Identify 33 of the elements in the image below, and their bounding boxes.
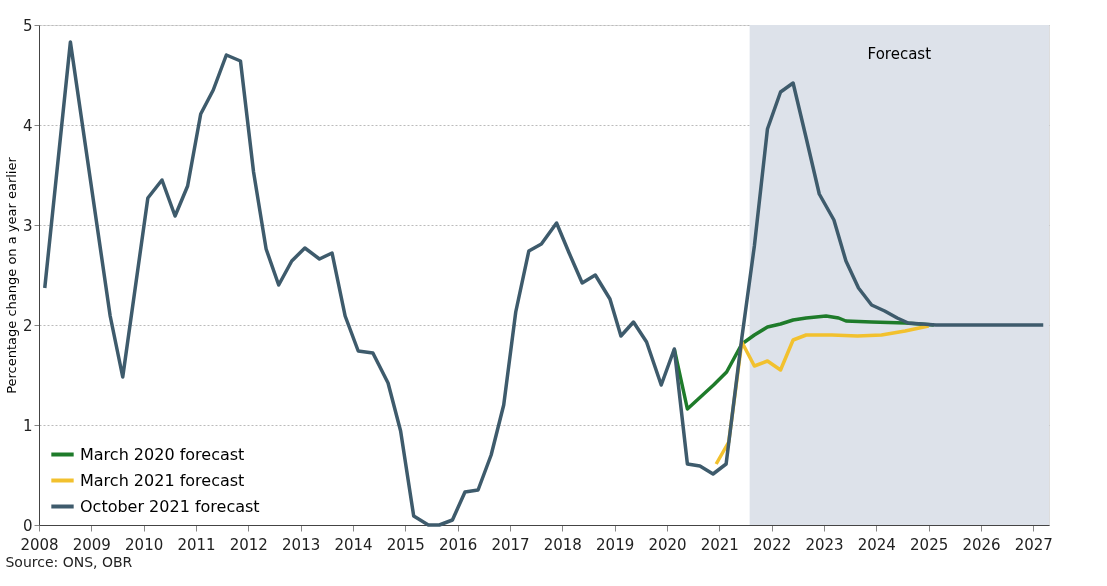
x-tick-label: 2027 — [1014, 535, 1053, 554]
x-tick-label: 2010 — [125, 535, 164, 554]
source-note: Source: ONS, OBR — [5, 554, 133, 570]
y-axis-title: Percentage change on a year earlier — [3, 156, 19, 394]
x-tick-label: 2026 — [962, 535, 1001, 554]
x-tick-label: 2013 — [282, 535, 321, 554]
y-tick-label: 3 — [22, 216, 33, 235]
legend-label: March 2020 forecast — [80, 444, 245, 464]
x-tick-label: 2014 — [334, 535, 373, 554]
line-series — [43, 40, 1045, 527]
x-tick-label: 2019 — [596, 535, 635, 554]
legend-label: October 2021 forecast — [80, 496, 260, 516]
x-tick-label: 2011 — [177, 535, 216, 554]
x-tick-label: 2020 — [648, 535, 687, 554]
y-tick-label: 4 — [22, 116, 33, 135]
x-tick-label: 2018 — [543, 535, 582, 554]
y-tick-label: 2 — [22, 316, 33, 335]
legend-label: March 2021 forecast — [80, 470, 245, 490]
x-tick-label: 2009 — [72, 535, 111, 554]
x-tick-label: 2012 — [229, 535, 268, 554]
y-tick-label: 5 — [22, 16, 33, 35]
x-tick-label: 2023 — [805, 535, 844, 554]
x-tick-label: 2017 — [491, 535, 530, 554]
x-tick-label: 2015 — [386, 535, 425, 554]
x-tick-label: 2024 — [857, 535, 896, 554]
x-tick-label: 2025 — [910, 535, 949, 554]
x-tick-label: 2021 — [700, 535, 739, 554]
y-tick-label: 0 — [22, 516, 33, 535]
x-tick-label: 2022 — [753, 535, 792, 554]
y-tick-label: 1 — [22, 416, 33, 435]
band-label: Forecast — [867, 45, 932, 63]
x-tick-label: 2008 — [20, 535, 59, 554]
x-tick-label: 2016 — [439, 535, 478, 554]
